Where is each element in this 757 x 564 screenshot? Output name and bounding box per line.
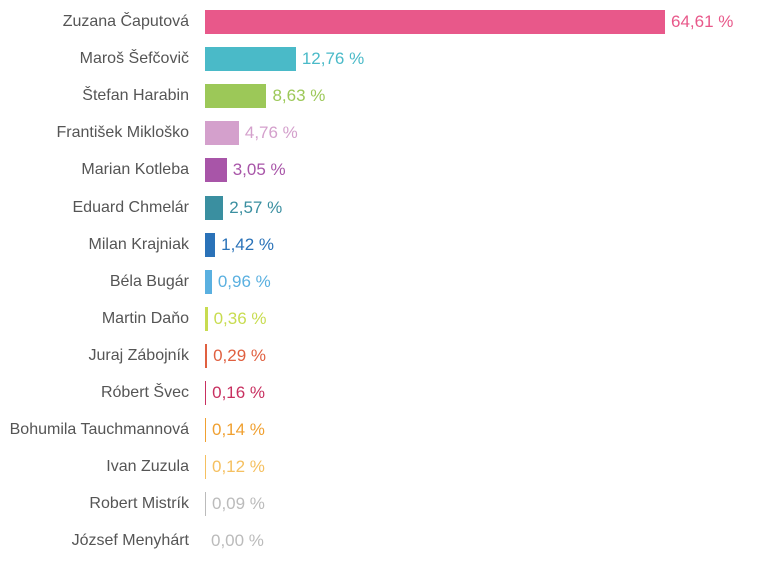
- bar[interactable]: [205, 10, 665, 34]
- data-label: 2,57 %: [229, 197, 283, 217]
- bar[interactable]: [205, 47, 296, 72]
- category-label: František Mikloško: [56, 124, 189, 142]
- data-label: 0,00 %: [211, 531, 264, 551]
- bar[interactable]: [205, 492, 206, 517]
- category-label: Ivan Zuzula: [106, 458, 189, 476]
- category-label: Eduard Chmelár: [72, 198, 190, 216]
- data-label: 0,29 %: [213, 345, 266, 365]
- bar[interactable]: [205, 269, 212, 294]
- category-label: Maroš Šefčovič: [79, 50, 189, 68]
- data-label: 64,61 %: [671, 12, 734, 31]
- data-label: 0,12 %: [212, 457, 265, 477]
- data-label: 3,05 %: [232, 160, 286, 180]
- category-label: Martin Daňo: [101, 309, 189, 327]
- bar[interactable]: [205, 84, 267, 109]
- category-label: Róbert Švec: [100, 384, 189, 401]
- category-label: Milan Krajniak: [88, 235, 189, 253]
- bar[interactable]: [205, 121, 239, 146]
- data-label: 0,16 %: [212, 383, 266, 402]
- data-label: 1,42 %: [221, 234, 275, 254]
- category-label: Robert Mistrík: [89, 495, 189, 513]
- category-label: Béla Bugár: [109, 272, 189, 290]
- bar[interactable]: [205, 455, 206, 480]
- bar[interactable]: [205, 418, 206, 443]
- data-label: 0,09 %: [212, 494, 265, 514]
- data-label: 0,96 %: [217, 271, 271, 291]
- category-label: Marian Kotleba: [81, 161, 189, 179]
- category-label: József Menyhárt: [71, 532, 189, 550]
- data-label: 0,36 %: [213, 308, 267, 328]
- bar[interactable]: [205, 306, 208, 331]
- data-label: 12,76 %: [301, 49, 365, 69]
- bar[interactable]: [205, 158, 227, 183]
- bar[interactable]: [205, 343, 208, 368]
- bar[interactable]: [205, 381, 207, 405]
- category-label: Zuzana Čaputová: [62, 13, 189, 30]
- bar[interactable]: [205, 195, 224, 220]
- data-label: 4,76 %: [244, 123, 298, 143]
- category-label: Juraj Zábojník: [88, 346, 190, 364]
- category-label: Bohumila Tauchmannová: [9, 421, 189, 439]
- data-label: 8,63 %: [272, 86, 326, 106]
- bar[interactable]: [205, 232, 216, 257]
- data-label: 0,14 %: [212, 420, 265, 440]
- category-label: Štefan Harabin: [82, 87, 189, 105]
